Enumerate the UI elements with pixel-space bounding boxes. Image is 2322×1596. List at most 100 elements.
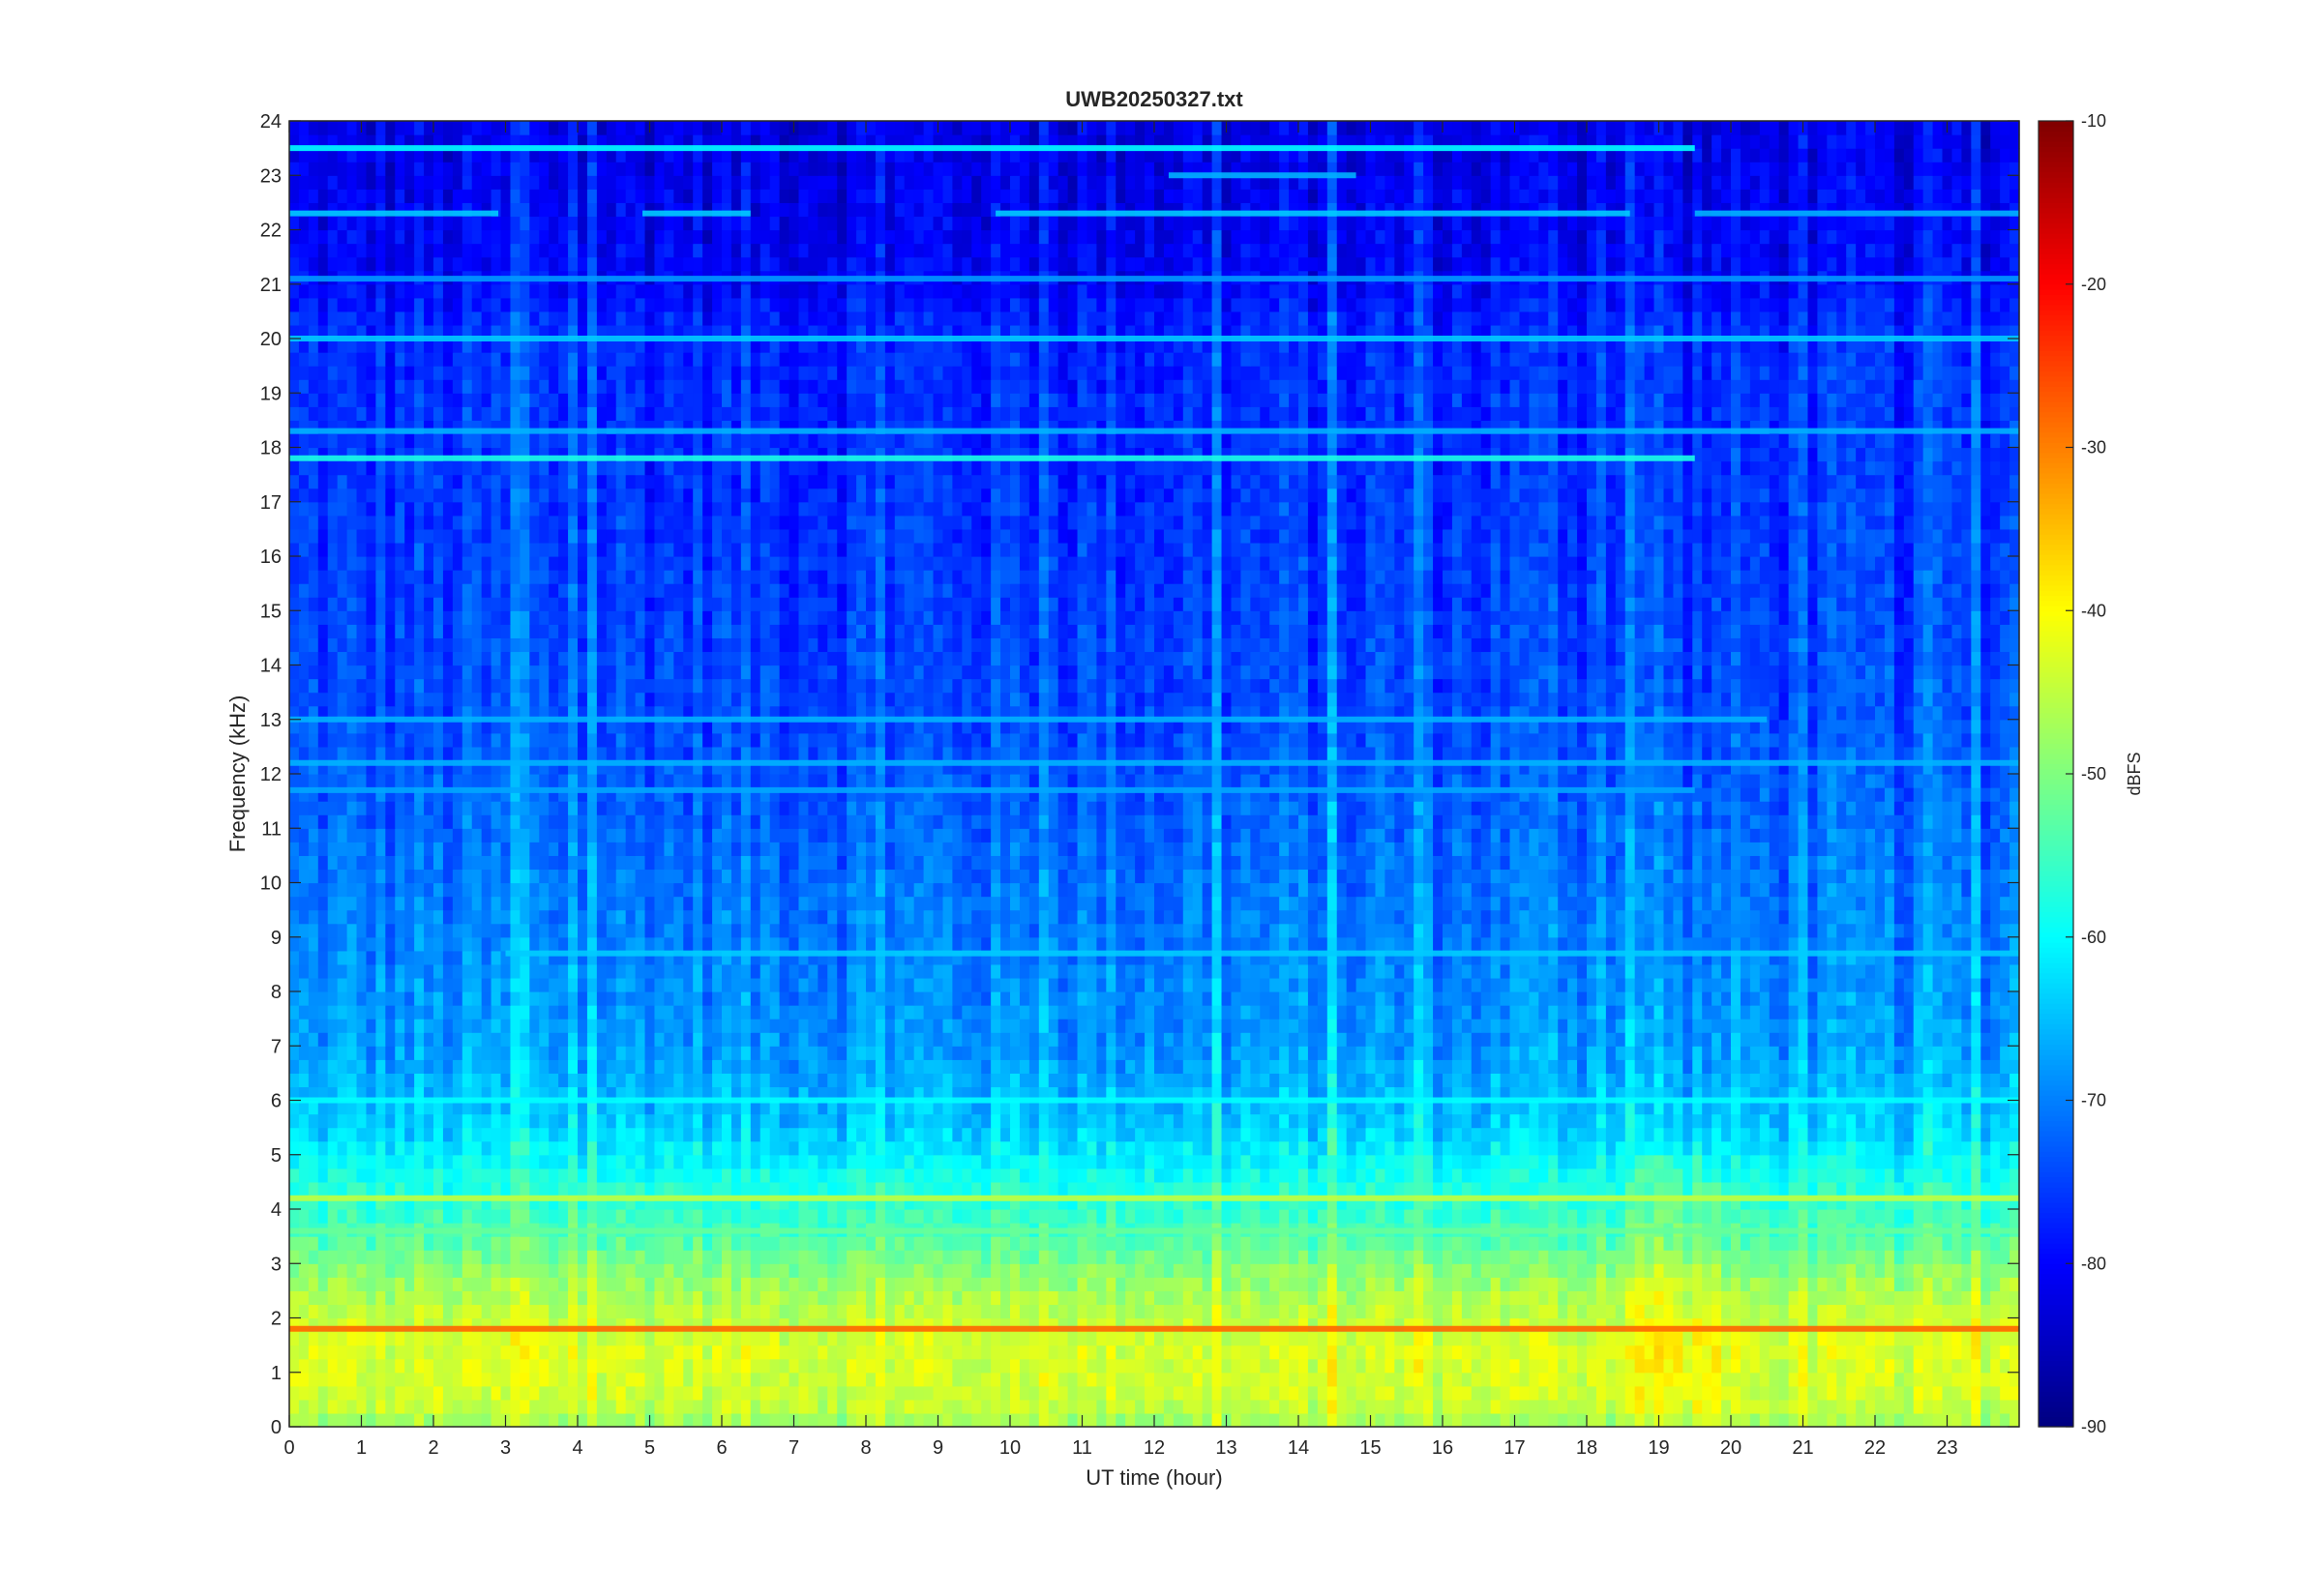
spectrogram-cell bbox=[683, 1154, 694, 1169]
spectrogram-cell bbox=[1394, 1073, 1405, 1088]
spectrogram-cell bbox=[856, 1073, 867, 1088]
spectrogram-cell bbox=[933, 1385, 944, 1401]
spectrogram-cell bbox=[952, 1113, 963, 1129]
spectrogram-cell bbox=[2009, 1345, 2020, 1360]
spectrogram-cell bbox=[722, 1412, 732, 1428]
spectrogram-cell bbox=[1221, 1372, 1233, 1387]
spectrogram-cell bbox=[558, 1236, 569, 1251]
spectrogram-cell bbox=[1145, 1154, 1155, 1169]
spectrogram-cell bbox=[1279, 1154, 1290, 1169]
spectrogram-cell bbox=[1116, 1412, 1126, 1428]
spectrogram-cell bbox=[1567, 1331, 1578, 1346]
spectrogram-cell bbox=[769, 1100, 781, 1115]
spectrogram-cell bbox=[664, 1236, 674, 1251]
spectrogram-cell bbox=[1211, 1195, 1223, 1210]
spectrogram-cell bbox=[1490, 1113, 1502, 1129]
spectrogram-cell bbox=[529, 1263, 540, 1278]
spectrogram-cell bbox=[1788, 1086, 1800, 1102]
spectrogram-cell bbox=[1480, 1304, 1492, 1319]
spectrogram-cell bbox=[942, 1290, 953, 1306]
spectrogram-cell bbox=[539, 1140, 550, 1156]
spectrogram-cell bbox=[1125, 1317, 1136, 1333]
spectrogram-cell bbox=[1846, 1277, 1857, 1291]
spectrogram-cell bbox=[356, 1113, 368, 1129]
spectrogram-cell bbox=[327, 1331, 339, 1346]
spectrogram-cell bbox=[586, 1140, 598, 1156]
spectrogram-cell bbox=[1903, 1358, 1915, 1374]
spectrogram-cell bbox=[356, 1290, 368, 1306]
spectrogram-cell bbox=[1471, 1399, 1482, 1414]
spectrogram-cell bbox=[1971, 1140, 1981, 1156]
spectrogram-cell bbox=[346, 1399, 358, 1414]
spectrogram-cell bbox=[510, 1113, 521, 1129]
spectrogram-cell bbox=[1721, 1358, 1732, 1374]
spectrogram-cell bbox=[818, 1195, 828, 1210]
spectrogram-cell bbox=[942, 1167, 953, 1183]
spectrogram-cell bbox=[1480, 1167, 1492, 1183]
spectrogram-cell bbox=[1692, 1317, 1703, 1333]
spectrogram-cell bbox=[635, 1372, 646, 1387]
spectrogram-cell bbox=[913, 1073, 925, 1088]
spectrogram-cell bbox=[510, 1250, 521, 1264]
spectrogram-cell bbox=[1163, 1358, 1175, 1374]
spectrogram-cell bbox=[1317, 1140, 1328, 1156]
spectrogram-cell bbox=[1269, 1195, 1280, 1210]
spectrogram-cell bbox=[395, 1399, 405, 1414]
spectrogram-cell bbox=[856, 1290, 867, 1306]
spectrogram-cell bbox=[808, 1385, 819, 1401]
spectrogram-cell bbox=[644, 1358, 656, 1374]
spectrogram-cell bbox=[327, 1412, 339, 1428]
spectrogram-cell bbox=[1307, 1345, 1319, 1360]
spectrogram-cell bbox=[1019, 1100, 1030, 1115]
spectrogram-cell bbox=[1355, 1290, 1367, 1306]
spectrogram-cell bbox=[750, 1331, 761, 1346]
spectrogram-cell bbox=[1077, 1358, 1088, 1374]
spectrogram-cell bbox=[1317, 1304, 1328, 1319]
spectrogram-cell bbox=[730, 1046, 742, 1060]
spectrogram-cell bbox=[1893, 1086, 1905, 1102]
spectrogram-cell bbox=[481, 1209, 492, 1224]
spectrogram-cell bbox=[461, 1304, 473, 1319]
spectrogram-cell bbox=[740, 1250, 752, 1264]
spectrogram-cell bbox=[1221, 1059, 1233, 1074]
spectrogram-cell bbox=[1922, 1331, 1934, 1346]
spectrogram-cell bbox=[385, 1304, 396, 1319]
spectrogram-cell bbox=[1798, 1167, 1809, 1183]
spectrogram-cell bbox=[1028, 1209, 1040, 1224]
spectrogram-cell bbox=[1019, 1046, 1030, 1060]
spectrogram-cell bbox=[327, 1209, 339, 1224]
spectrogram-cell bbox=[1509, 1059, 1521, 1074]
spectrogram-cell bbox=[654, 1059, 665, 1074]
spectrogram-cell bbox=[942, 1100, 953, 1115]
spectrogram-cell bbox=[1740, 1317, 1751, 1333]
spectrogram-cell bbox=[1884, 1317, 1895, 1333]
spectrogram-cell bbox=[1461, 1140, 1473, 1156]
spectrogram-cell bbox=[1500, 1113, 1511, 1129]
spectrogram-cell bbox=[404, 1195, 415, 1210]
spectrogram-cell bbox=[1634, 1277, 1646, 1291]
spectrogram-cell bbox=[1624, 1127, 1636, 1142]
spectrogram-cell bbox=[1961, 1277, 1972, 1291]
spectrogram-cell bbox=[1192, 1209, 1204, 1224]
spectrogram-cell bbox=[1778, 1290, 1790, 1306]
spectrogram-cell bbox=[923, 1113, 935, 1129]
spectrogram-cell bbox=[856, 1263, 867, 1278]
spectrogram-cell bbox=[866, 1167, 877, 1183]
spectrogram-cell bbox=[1106, 1385, 1116, 1401]
spectrogram-cell bbox=[452, 1277, 463, 1291]
spectrogram-cell bbox=[1951, 1127, 1962, 1142]
spectrogram-cell bbox=[884, 1277, 896, 1291]
spectrogram-cell bbox=[1461, 1345, 1473, 1360]
spectrogram-cell bbox=[1423, 1345, 1434, 1360]
spectrogram-cell bbox=[1269, 1345, 1280, 1360]
spectrogram-cell bbox=[1509, 1250, 1521, 1264]
spectrogram-cell bbox=[1922, 1372, 1934, 1387]
spectrogram-cell bbox=[1326, 1127, 1338, 1142]
spectrogram-cell bbox=[635, 1195, 646, 1210]
spectrogram-cell bbox=[1317, 1412, 1328, 1428]
spectrogram-cell bbox=[1759, 1086, 1771, 1102]
spectrogram-cell bbox=[991, 1236, 1001, 1251]
spectrogram-cell bbox=[596, 1127, 608, 1142]
spectrogram-cell bbox=[818, 1140, 828, 1156]
spectrogram-cell bbox=[558, 1154, 569, 1169]
